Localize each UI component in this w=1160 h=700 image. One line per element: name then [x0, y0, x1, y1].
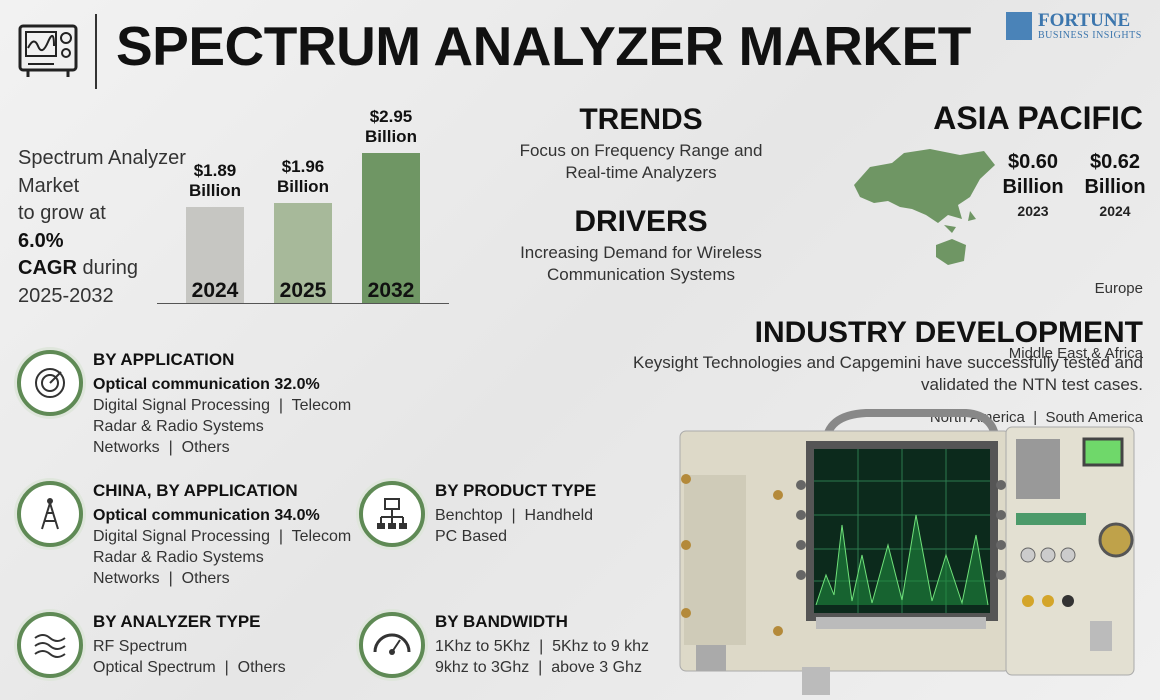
summary-text: Market — [18, 174, 80, 197]
segment: BY ANALYZER TYPE RF Spectrum Optical Spe… — [93, 612, 286, 678]
header-icon — [18, 24, 78, 77]
segment-icon — [17, 612, 83, 678]
segment-title: BY ANALYZER TYPE — [93, 612, 261, 631]
region: Europe — [1094, 280, 1143, 297]
asia-value: $0.60 Billion — [1002, 151, 1064, 198]
title: SPECTRUM ANALYZER MARKET — [116, 15, 971, 77]
asia-year: 2024 — [1099, 203, 1131, 219]
bar — [274, 203, 332, 303]
asia-year: 2023 — [1017, 203, 1049, 219]
segment-line: Benchtop | Handheld — [435, 507, 594, 524]
baseline — [157, 303, 449, 304]
cagr-value: 6.0% — [18, 229, 64, 252]
segment-title: BY PRODUCT TYPE — [435, 481, 597, 500]
segment-highlight: Optical communication 32.0% — [93, 376, 320, 393]
segment: CHINA, BY APPLICATION Optical communicat… — [93, 481, 351, 589]
brand-sub: BUSINESS INSIGHTS — [1038, 30, 1142, 41]
segment-line: RF Spectrum — [93, 638, 188, 655]
value-label: $2.95 Billion — [365, 107, 417, 146]
segment-line: Radar & Radio Systems — [93, 418, 264, 435]
value-label: $1.89 Billion — [189, 160, 241, 200]
industry-title: INDUSTRY DEVELOPMENT — [754, 316, 1143, 349]
segment-line: PC Based — [435, 528, 508, 545]
summary: Spectrum Analyzer Market to grow at 6.0%… — [18, 145, 186, 310]
segment: BY BANDWIDTH 1Khz to 5Khz | 5Khz to 9 kh… — [435, 612, 649, 678]
asia-map — [854, 149, 995, 265]
logo-mark — [1006, 12, 1032, 40]
x-tick-label: 2024 — [191, 279, 239, 302]
bar-chart: 2024 $1.89 Billion 2025 $1.96 Billion 2032 $2… — [157, 100, 449, 304]
segment-icon — [17, 481, 83, 547]
summary-text: during — [82, 257, 139, 279]
value-label: $1.96 Billion — [277, 157, 329, 197]
drivers-title: DRIVERS — [574, 205, 708, 238]
asia-value: $0.62 Billion — [1084, 151, 1146, 198]
segment-title: BY APPLICATION — [93, 350, 235, 369]
x-tick-label: 2025 — [279, 279, 327, 302]
x-tick-label: 2032 — [367, 279, 415, 302]
trends-title: TRENDS — [579, 103, 703, 136]
segment-icon — [17, 350, 83, 416]
summary-text: Spectrum Analyzer — [18, 147, 186, 169]
segment-icon — [359, 481, 425, 547]
segment-line: Digital Signal Processing | Telecom — [93, 528, 352, 545]
asia-item: $0.62 Billion 2024 — [1080, 150, 1150, 219]
segment-line: 1Khz to 5Khz | 5Khz to 9 khz — [435, 638, 650, 655]
industry-text: Keysight Technologies and Capgemini have… — [633, 353, 1143, 394]
segment-title: CHINA, BY APPLICATION — [93, 481, 298, 500]
segment-line: Networks | Others — [93, 439, 230, 456]
segment-line: 9khz to 3Ghz | above 3 Ghz — [435, 659, 642, 676]
segment-title: BY BANDWIDTH — [435, 612, 568, 631]
cagr-label: CAGR — [18, 257, 77, 279]
device-image — [679, 409, 1135, 695]
region: Middle East & Africa — [1008, 344, 1143, 362]
segment-line: Optical Spectrum | Others — [93, 659, 286, 676]
segment-highlight: Optical communication 34.0% — [93, 507, 320, 524]
asia-item: $0.60 Billion 2023 — [998, 150, 1068, 219]
summary-text: to grow at — [18, 202, 106, 224]
bar — [362, 153, 420, 303]
segment-line: Radar & Radio Systems — [93, 549, 264, 566]
drivers-text: Increasing Demand for Wireless Communica… — [520, 243, 762, 284]
segment-icon — [359, 612, 425, 678]
segment: BY APPLICATION Optical communication 32.… — [93, 350, 351, 458]
brand: FORTUNE — [1038, 10, 1131, 31]
trends-text: Focus on Frequency Range and Real-time A… — [519, 141, 763, 182]
segment-line: Networks | Others — [93, 570, 230, 587]
bar — [186, 206, 244, 303]
summary-text: 2025-2032 — [18, 284, 114, 307]
segment: BY PRODUCT TYPE Benchtop | Handheld PC B… — [435, 481, 596, 547]
divider — [95, 14, 97, 89]
asia-title: ASIA PACIFIC — [933, 100, 1143, 136]
segment-line: Digital Signal Processing | Telecom — [93, 397, 352, 414]
